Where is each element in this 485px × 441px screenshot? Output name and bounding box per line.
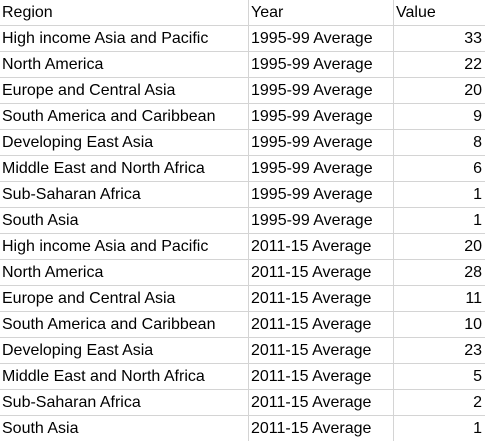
value-cell[interactable]: 1: [394, 208, 485, 234]
table-row: Europe and Central Asia 2011-15 Average 11: [0, 286, 485, 312]
value-cell[interactable]: 5: [394, 364, 485, 390]
region-cell[interactable]: Developing East Asia: [0, 338, 249, 364]
table-row: South America and Caribbean 1995-99 Avera…: [0, 104, 485, 130]
column-header-year[interactable]: Year: [249, 0, 394, 26]
table-row: North America 2011-15 Average 28: [0, 260, 485, 286]
year-cell[interactable]: 2011-15 Average: [249, 260, 394, 286]
value-cell[interactable]: 1: [394, 416, 485, 441]
column-header-value[interactable]: Value: [394, 0, 485, 26]
region-cell[interactable]: South America and Caribbean: [0, 312, 249, 338]
year-cell[interactable]: 1995-99 Average: [249, 182, 394, 208]
year-cell[interactable]: 2011-15 Average: [249, 286, 394, 312]
region-cell[interactable]: High income Asia and Pacific: [0, 234, 249, 260]
year-cell[interactable]: 2011-15 Average: [249, 364, 394, 390]
table-row: Middle East and North Africa 2011-15 Aver…: [0, 364, 485, 390]
year-cell[interactable]: 2011-15 Average: [249, 416, 394, 441]
table-row: North America 1995-99 Average 22: [0, 52, 485, 78]
year-cell[interactable]: 2011-15 Average: [249, 312, 394, 338]
table-row: High income Asia and Pacific 1995-99 Aver…: [0, 26, 485, 52]
table-row: South Asia 2011-15 Average 1: [0, 416, 485, 441]
value-cell[interactable]: 2: [394, 390, 485, 416]
header-row: Region Year Value: [0, 0, 485, 26]
region-cell[interactable]: Sub-Saharan Africa: [0, 182, 249, 208]
region-cell[interactable]: South America and Caribbean: [0, 104, 249, 130]
region-cell[interactable]: Middle East and North Africa: [0, 156, 249, 182]
table-row: Europe and Central Asia 1995-99 Average 20: [0, 78, 485, 104]
region-cell[interactable]: South Asia: [0, 208, 249, 234]
region-cell[interactable]: North America: [0, 52, 249, 78]
year-cell[interactable]: 1995-99 Average: [249, 52, 394, 78]
region-cell[interactable]: Sub-Saharan Africa: [0, 390, 249, 416]
value-cell[interactable]: 9: [394, 104, 485, 130]
region-cell[interactable]: High income Asia and Pacific: [0, 26, 249, 52]
region-cell[interactable]: Europe and Central Asia: [0, 286, 249, 312]
table-row: South Asia 1995-99 Average 1: [0, 208, 485, 234]
table-row: Developing East Asia 1995-99 Average 8: [0, 130, 485, 156]
region-cell[interactable]: North America: [0, 260, 249, 286]
year-cell[interactable]: 2011-15 Average: [249, 390, 394, 416]
value-cell[interactable]: 33: [394, 26, 485, 52]
year-cell[interactable]: 1995-99 Average: [249, 26, 394, 52]
table-row: Developing East Asia 2011-15 Average 23: [0, 338, 485, 364]
value-cell[interactable]: 20: [394, 78, 485, 104]
value-cell[interactable]: 10: [394, 312, 485, 338]
year-cell[interactable]: 2011-15 Average: [249, 234, 394, 260]
year-cell[interactable]: 1995-99 Average: [249, 130, 394, 156]
region-cell[interactable]: Middle East and North Africa: [0, 364, 249, 390]
year-cell[interactable]: 1995-99 Average: [249, 156, 394, 182]
value-cell[interactable]: 8: [394, 130, 485, 156]
table-row: South America and Caribbean 2011-15 Avera…: [0, 312, 485, 338]
year-cell[interactable]: 1995-99 Average: [249, 104, 394, 130]
region-cell[interactable]: Europe and Central Asia: [0, 78, 249, 104]
value-cell[interactable]: 1: [394, 182, 485, 208]
table-row: Sub-Saharan Africa 2011-15 Average 2: [0, 390, 485, 416]
table-row: Middle East and North Africa 1995-99 Aver…: [0, 156, 485, 182]
table-row: Sub-Saharan Africa 1995-99 Average 1: [0, 182, 485, 208]
column-header-region[interactable]: Region: [0, 0, 249, 26]
value-cell[interactable]: 22: [394, 52, 485, 78]
region-cell[interactable]: Developing East Asia: [0, 130, 249, 156]
value-cell[interactable]: 11: [394, 286, 485, 312]
table-row: High income Asia and Pacific 2011-15 Aver…: [0, 234, 485, 260]
value-cell[interactable]: 6: [394, 156, 485, 182]
year-cell[interactable]: 1995-99 Average: [249, 78, 394, 104]
value-cell[interactable]: 20: [394, 234, 485, 260]
value-cell[interactable]: 28: [394, 260, 485, 286]
year-cell[interactable]: 2011-15 Average: [249, 338, 394, 364]
year-cell[interactable]: 1995-99 Average: [249, 208, 394, 234]
region-cell[interactable]: South Asia: [0, 416, 249, 441]
value-cell[interactable]: 23: [394, 338, 485, 364]
